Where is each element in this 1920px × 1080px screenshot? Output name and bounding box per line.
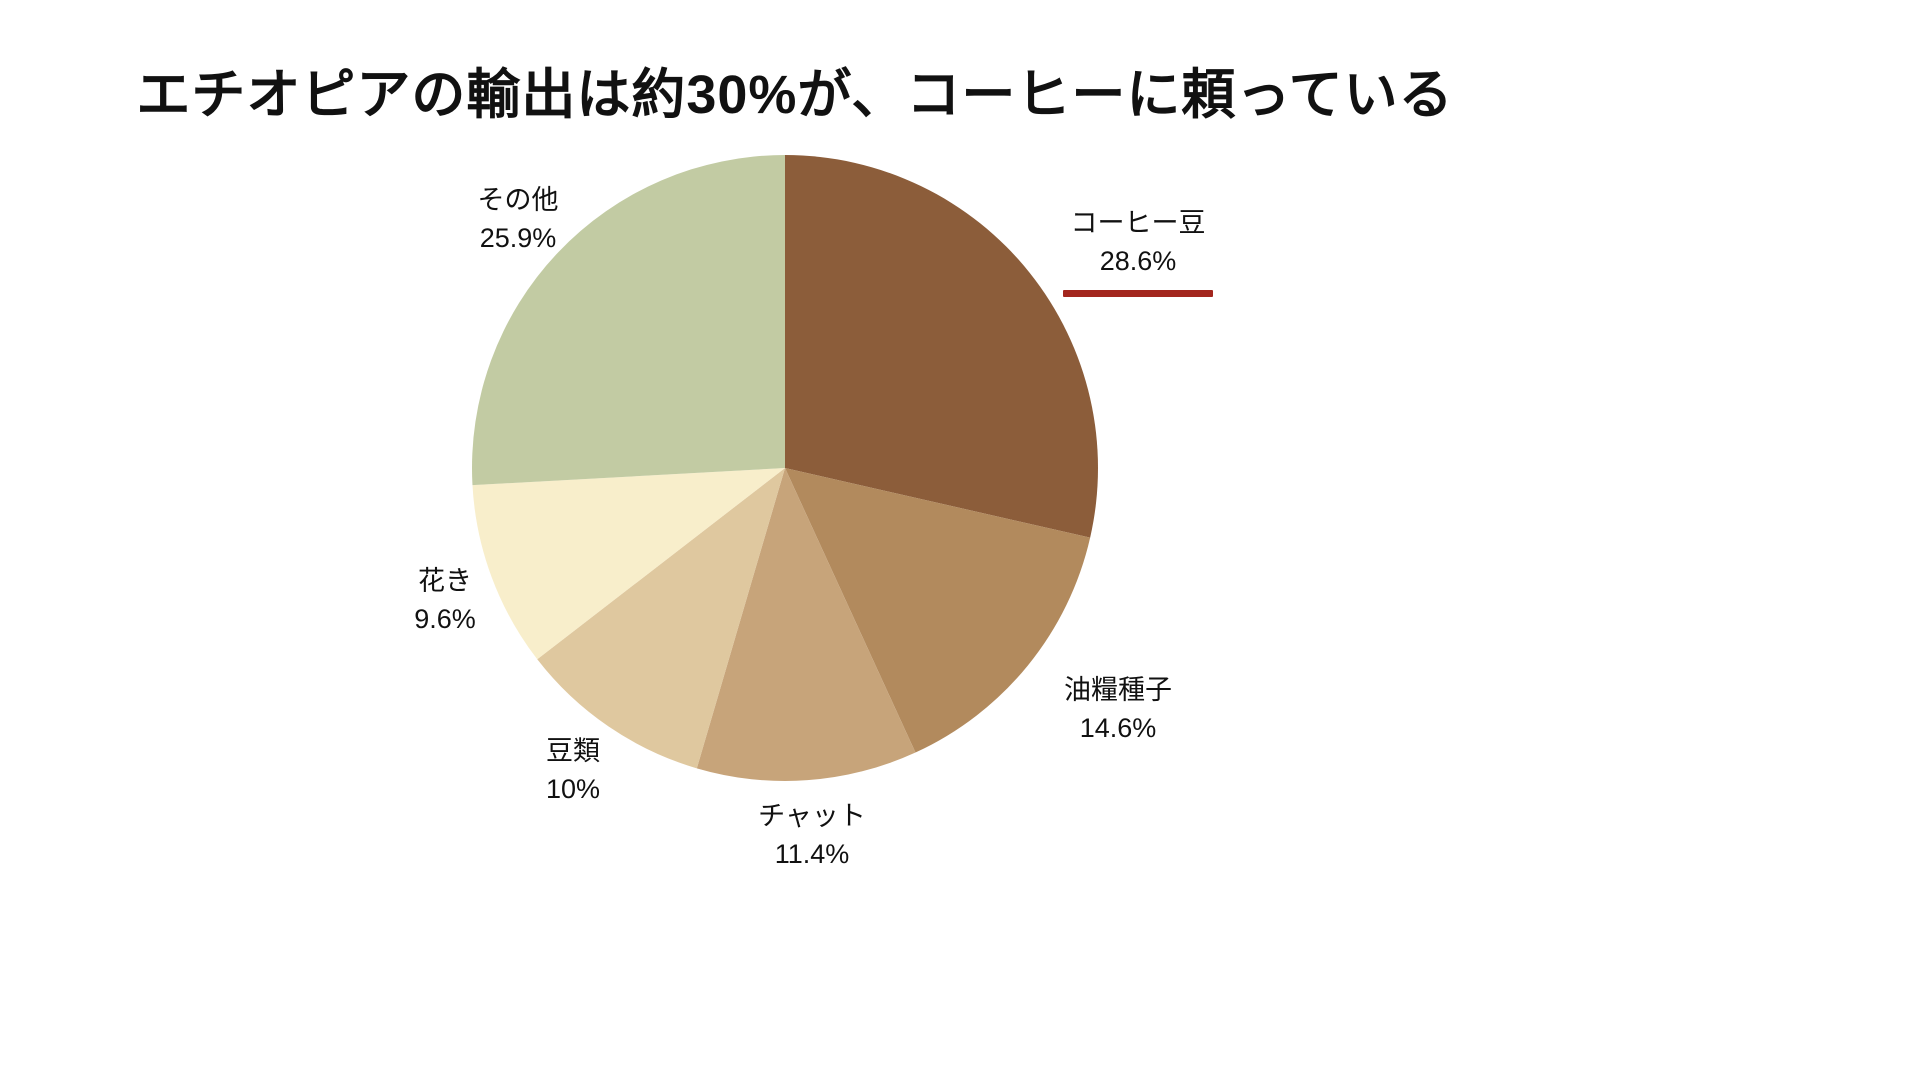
- highlight-underline: [1063, 289, 1213, 297]
- pie-slice-2: [785, 468, 1091, 753]
- chart-title: エチオピアの輸出は約30%が、コーヒーに頼っている: [136, 65, 1454, 125]
- slice-label-name: その他: [477, 185, 559, 215]
- slice-label: チャット 11.4%: [758, 798, 866, 874]
- slice-label: コーヒー豆 28.6%: [1063, 205, 1213, 297]
- pie-slice-4: [537, 468, 785, 769]
- slice-label-value: 9.6%: [414, 603, 476, 634]
- slice-label-name: 花き: [417, 566, 472, 596]
- slice-label: 豆類 10%: [546, 733, 600, 809]
- slice-label-name: チャット: [758, 801, 866, 831]
- pie-slice-6: [471, 155, 785, 486]
- slice-label-value: 11.4%: [774, 838, 850, 869]
- slice-label-value: 25.9%: [479, 222, 557, 253]
- slice-label: その他 25.9%: [478, 182, 559, 258]
- slice-label-value: 10%: [545, 773, 601, 804]
- slice-label-value: 28.6%: [1099, 245, 1177, 276]
- slice-label-name: コーヒー豆: [1070, 208, 1206, 238]
- slice-label-name: 豆類: [545, 736, 600, 766]
- slice-label: 花き 9.6%: [414, 563, 476, 639]
- pie-slice-5: [472, 468, 785, 660]
- pie-slice-1: [785, 155, 1098, 538]
- slice-label-value: 14.6%: [1079, 712, 1157, 743]
- slice-label: 油糧種子 14.6%: [1064, 672, 1172, 748]
- pie-slice-3: [696, 468, 916, 781]
- slice-label-name: 油糧種子: [1064, 675, 1172, 705]
